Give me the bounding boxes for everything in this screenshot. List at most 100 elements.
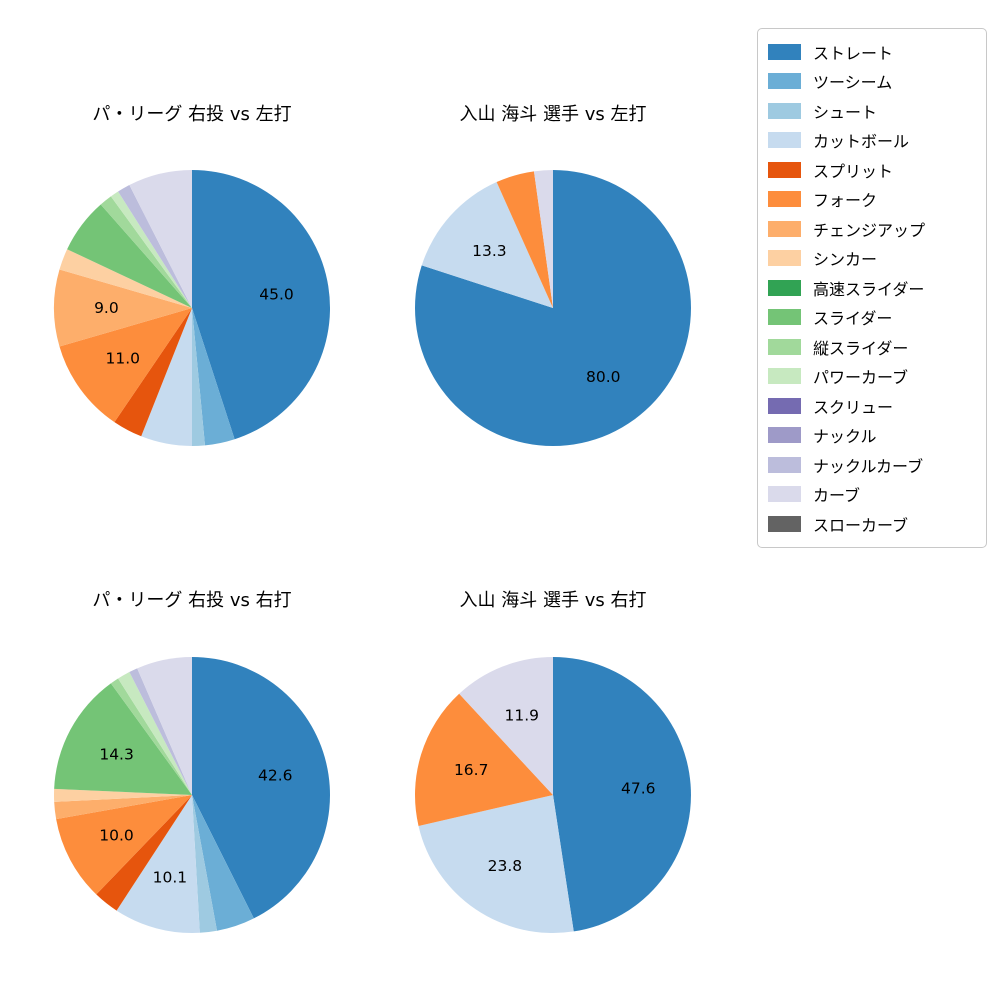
pie-slice-value-label: 11.9: [505, 706, 540, 724]
chart-title-pa-league-vs-left: パ・リーグ 右投 vs 左打: [92, 104, 292, 125]
pie-slice-縦スライダー: [100, 196, 192, 308]
pie-slice-value-label: 23.8: [488, 857, 523, 875]
pie-slice-ナックルカーブ: [129, 668, 192, 795]
pie-slice-value-label: 14.3: [99, 746, 134, 764]
pie-slice-value-label: 13.3: [472, 242, 507, 260]
legend-label: チェンジアップ: [813, 220, 926, 240]
legend-item: パワーカーブ: [768, 362, 976, 392]
legend-label: スクリュー: [813, 397, 894, 417]
pie-chart-iriyama-vs-left: 80.0 13.3: [414, 170, 691, 446]
pie-slice-フォーク: [59, 308, 193, 423]
pie-slice-value-label: 42.6: [258, 766, 293, 784]
legend-swatch: [768, 486, 801, 503]
pie-slice-カットボール: [418, 795, 574, 933]
pie-slice-スプリット: [96, 795, 192, 911]
pie-slice-パワーカーブ: [110, 191, 192, 308]
legend-swatch: [768, 220, 801, 237]
pie-slice-スライダー: [67, 204, 192, 308]
legend-item: スローカーブ: [768, 509, 976, 539]
pie-slice-フォーク: [415, 693, 553, 826]
pie-slice-縦スライダー: [110, 678, 192, 795]
pie-slice-シンカー: [53, 788, 192, 802]
legend-item: カットボール: [768, 126, 976, 156]
legend-label: 縦スライダー: [813, 338, 909, 358]
legend-item: ナックルカーブ: [768, 450, 976, 480]
legend-label: ストレート: [813, 43, 894, 63]
pie-slice-value-label: 45.0: [259, 286, 294, 304]
pie-chart-iriyama-vs-right: 47.6 23.8 16.7 11.9: [415, 657, 691, 933]
legend-swatch: [768, 73, 801, 90]
legend-item: スライダー: [768, 303, 976, 333]
pie-slice-ストレート: [414, 170, 691, 446]
pie-slice-ストレート: [192, 657, 331, 919]
pitch-type-legend: ストレートツーシームシュートカットボール スプリットフォークチェンジアップ シンカー…: [757, 28, 987, 548]
legend-item: フォーク: [768, 185, 976, 215]
legend-item: ツーシーム: [768, 67, 976, 97]
pie-slice-チェンジアップ: [54, 269, 193, 347]
legend-label: パワーカーブ: [813, 368, 909, 388]
pie-slice-カーブ: [459, 657, 553, 795]
pie-slice-value-label: 10.0: [99, 826, 134, 844]
legend-item: シンカー: [768, 244, 976, 274]
pie-slice-シンカー: [59, 249, 193, 308]
legend-swatch: [768, 43, 801, 60]
pie-slice-フォーク: [496, 171, 553, 308]
pie-slice-カットボール: [116, 795, 200, 934]
pie-slice-シュート: [192, 795, 218, 933]
pie-chart-pa-league-vs-left: 45.0 11.0 9.0: [54, 170, 331, 446]
chart-title-iriyama-vs-right: 入山 海斗 選手 vs 右打: [459, 590, 647, 611]
pie-slice-チェンジアップ: [54, 795, 192, 820]
pie-slice-カーブ: [129, 170, 192, 308]
pie-slice-カットボール: [421, 182, 553, 308]
legend-label: ナックルカーブ: [813, 456, 924, 476]
legend-swatch: [768, 132, 801, 149]
legend-label: スローカーブ: [813, 515, 909, 535]
legend-swatch: [768, 397, 801, 414]
pie-slice-value-label: 47.6: [621, 780, 656, 798]
legend-swatch: [768, 161, 801, 178]
legend-swatch: [768, 338, 801, 355]
legend-label: シュート: [813, 102, 878, 122]
pie-slice-スプリット: [114, 308, 192, 437]
pie-slice-value-label: 80.0: [586, 368, 621, 386]
legend-label: ナックル: [813, 427, 877, 447]
pie-slice-value-label: 10.1: [153, 869, 188, 887]
legend-label: シンカー: [813, 250, 878, 270]
pie-slice-スライダー: [54, 683, 192, 795]
legend-swatch: [768, 456, 801, 473]
pie-slice-value-label: 16.7: [454, 761, 489, 779]
legend-label: カットボール: [813, 132, 910, 152]
legend-item: カーブ: [768, 480, 976, 510]
legend-item: ナックル: [768, 421, 976, 451]
legend-swatch: [768, 309, 801, 326]
legend-item: 高速スライダー: [768, 273, 976, 303]
pie-slice-ツーシーム: [192, 308, 235, 446]
legend-item: スプリット: [768, 155, 976, 185]
chart-title-iriyama-vs-left: 入山 海斗 選手 vs 左打: [459, 104, 647, 125]
legend-item: シュート: [768, 96, 976, 126]
legend-swatch: [768, 368, 801, 385]
legend-label: ツーシーム: [813, 73, 893, 93]
pie-slice-value-label: 11.0: [106, 349, 141, 367]
legend-swatch: [768, 515, 801, 532]
pie-slice-ナックルカーブ: [118, 185, 192, 308]
pie-slice-value-label: 9.0: [94, 299, 119, 317]
pie-chart-pa-league-vs-right: 42.6 10.1 10.0 14.3: [53, 657, 331, 934]
legend-label: 高速スライダー: [813, 279, 925, 299]
legend-swatch: [768, 279, 801, 296]
pie-slice-ツーシーム: [192, 795, 254, 931]
pie-slice-カットボール: [141, 308, 192, 446]
pie-slice-カーブ: [137, 657, 192, 795]
legend-item: スクリュー: [768, 391, 976, 421]
legend-swatch: [768, 250, 801, 267]
pie-slice-ストレート: [192, 170, 331, 440]
legend-label: スプリット: [813, 161, 894, 181]
legend-label: スライダー: [813, 309, 893, 329]
legend-label: カーブ: [813, 486, 861, 506]
pie-slice-シュート: [192, 308, 205, 446]
legend-item: ストレート: [768, 37, 976, 67]
chart-title-pa-league-vs-right: パ・リーグ 右投 vs 右打: [92, 590, 292, 611]
legend-label: フォーク: [813, 191, 878, 211]
legend-swatch: [768, 427, 801, 444]
pie-slice-カーブ: [533, 170, 553, 308]
